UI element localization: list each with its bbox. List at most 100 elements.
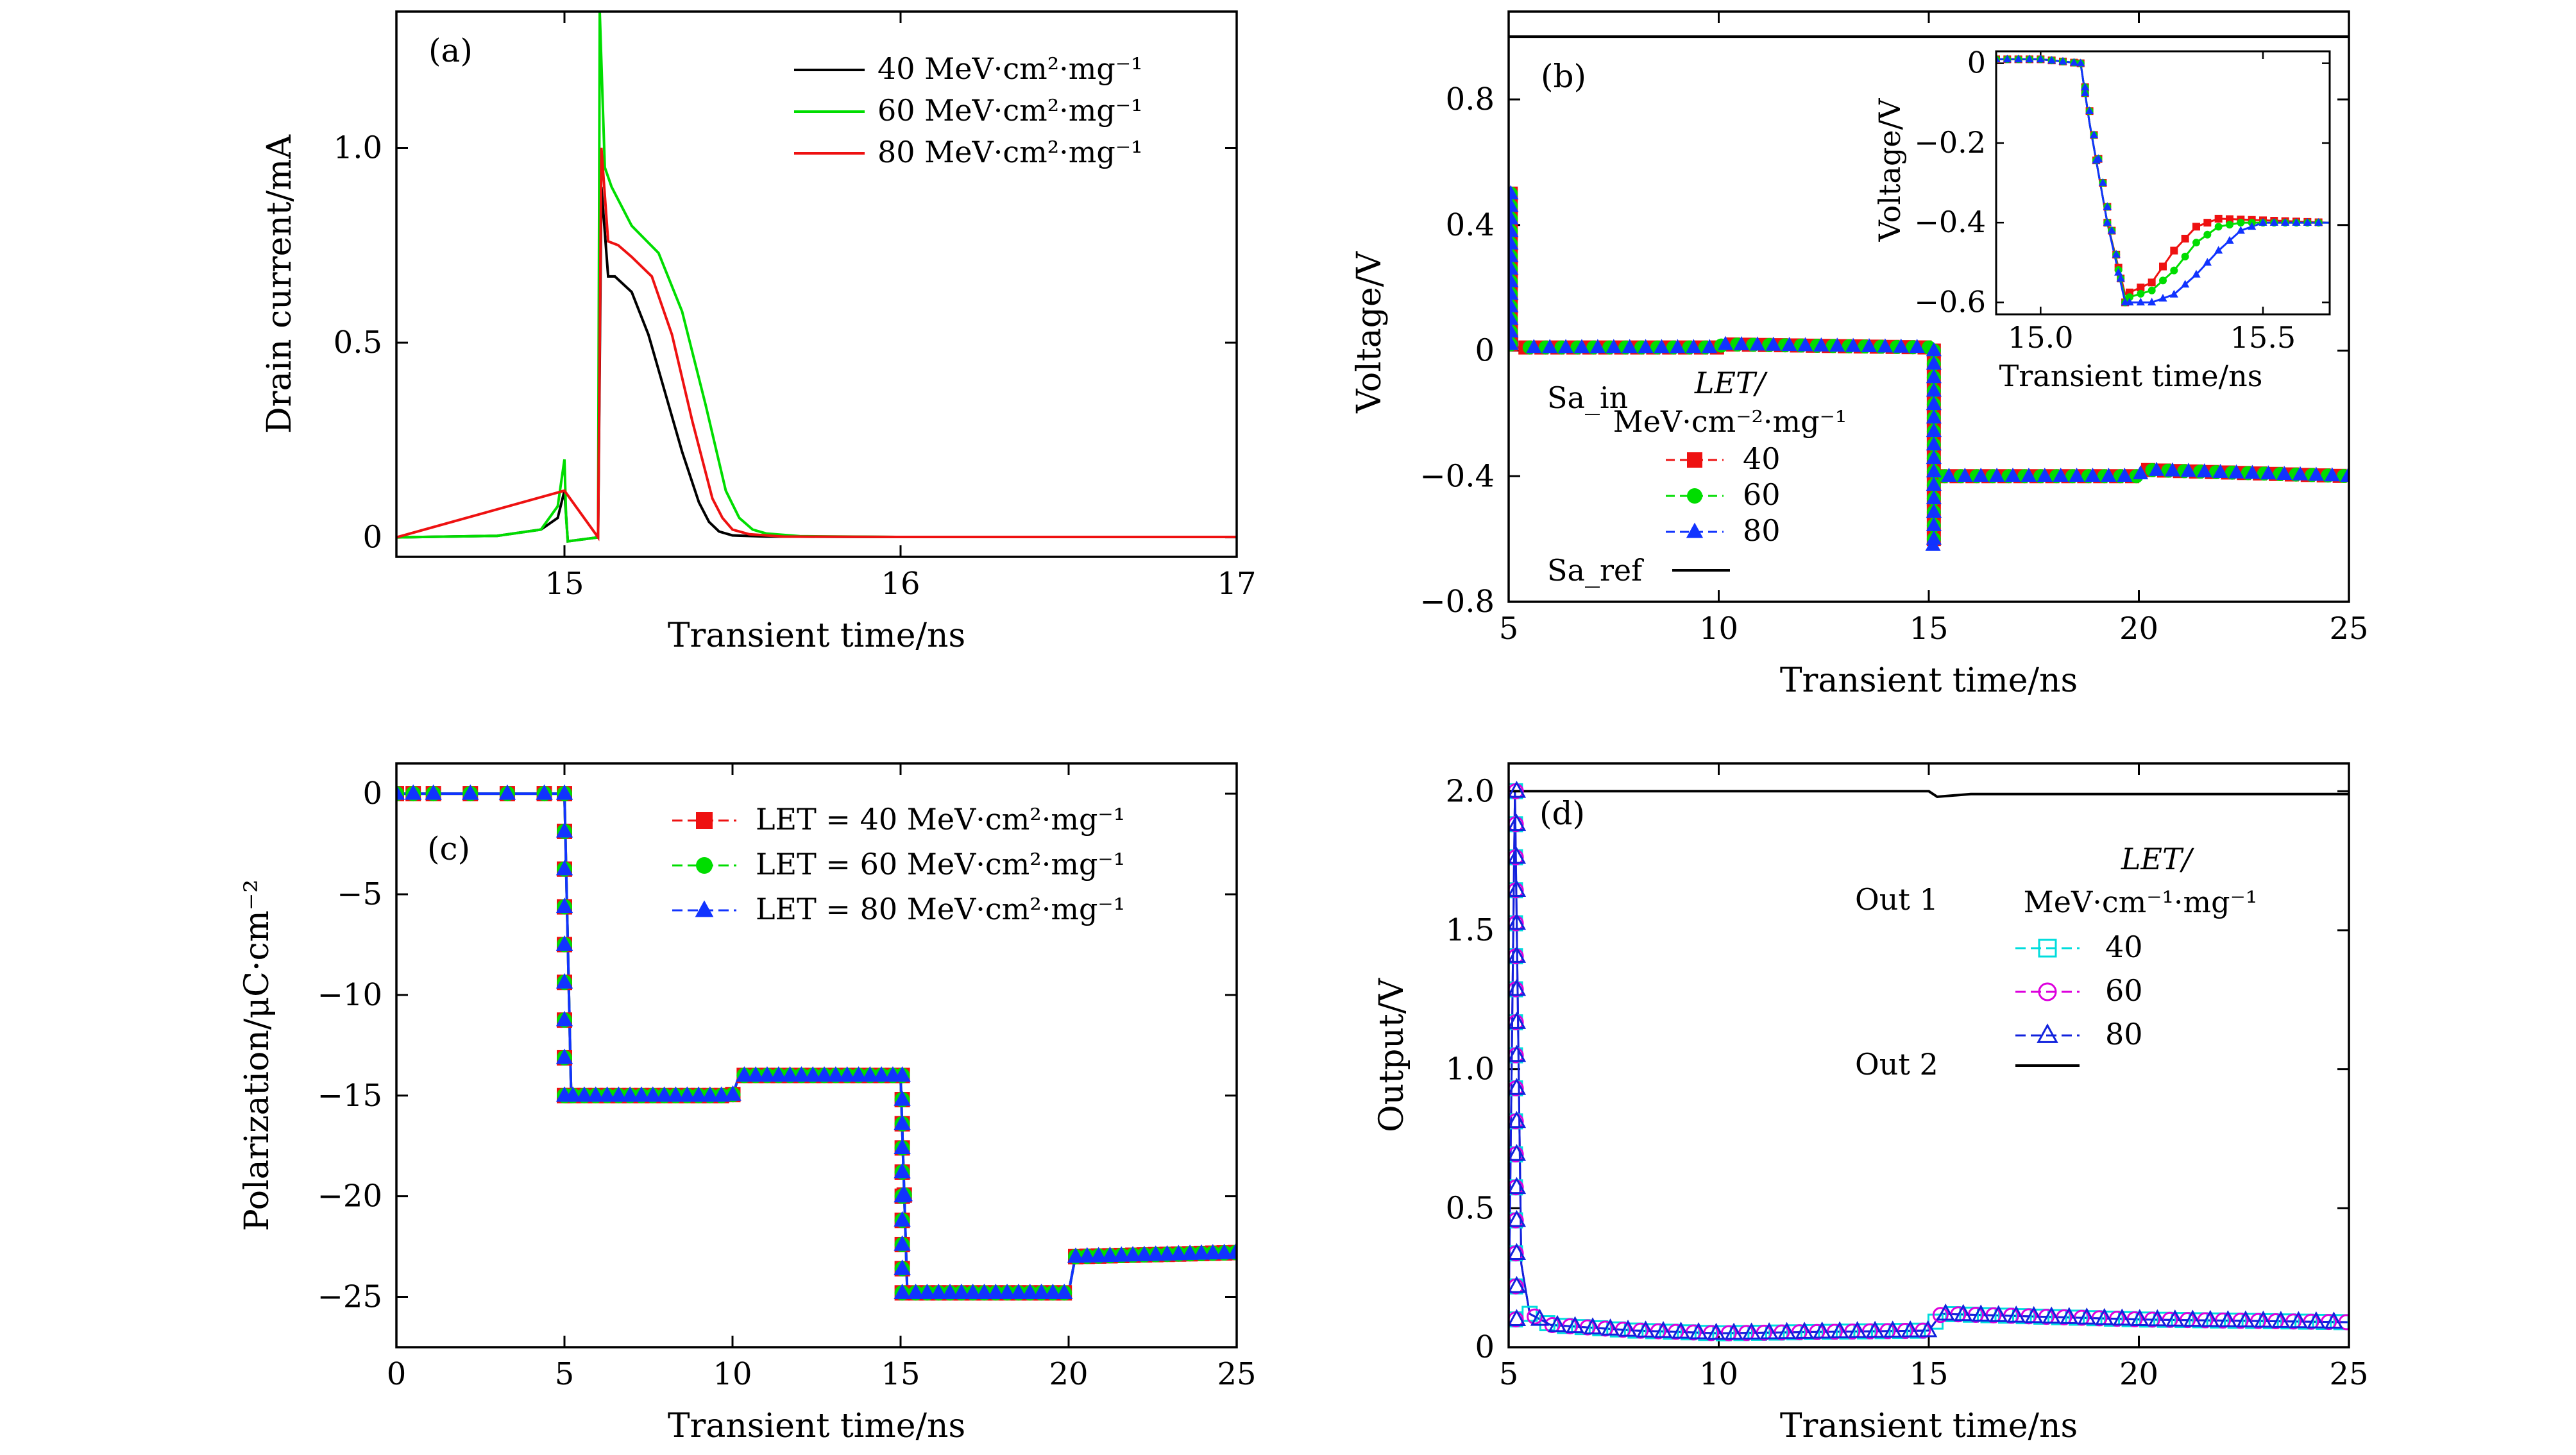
inset-data-marker [2258, 217, 2267, 226]
data-marker [1861, 337, 1877, 352]
inset-data-marker [2181, 252, 2189, 260]
data-marker [1829, 337, 1845, 352]
data-marker [2060, 1307, 2079, 1324]
data-marker [2139, 1311, 2156, 1328]
data-marker [2024, 1306, 2044, 1323]
data-marker [1509, 223, 1519, 237]
inset-data-marker [1996, 55, 2001, 63]
data-marker [838, 1066, 856, 1082]
data-marker [2021, 468, 2037, 482]
data-marker [1980, 1307, 1997, 1323]
data-marker [1926, 355, 1942, 370]
series-group [1509, 790, 2349, 1334]
data-marker [2077, 1307, 2096, 1325]
data-marker [2271, 1311, 2291, 1328]
data-marker [976, 1283, 993, 1299]
y-tick-label: 1.5 [1446, 912, 1495, 948]
panel-d: 5 10 15 20 25 0 0.5 1.0 1.5 2.0 Transient time/ns O… [1373, 762, 2369, 1445]
x-tick-label: 0 [387, 1356, 407, 1392]
x-tick-label: 16 [881, 566, 920, 602]
inset-data-marker [2003, 55, 2012, 63]
data-marker [758, 1066, 776, 1082]
data-marker [2112, 1308, 2131, 1326]
inset-data-marker [2248, 222, 2257, 230]
inset-data-marker [2192, 269, 2201, 278]
x-tick-label: 15 [1909, 1356, 1948, 1392]
data-marker [894, 1090, 911, 1106]
data-marker [713, 1086, 730, 1102]
inset-data-marker [2121, 298, 2130, 306]
data-marker [679, 1086, 696, 1102]
inset-data-marker [2214, 246, 2223, 254]
inset-data-marker [2136, 298, 2145, 306]
data-marker [2157, 1311, 2173, 1328]
inset-markers [1996, 55, 2323, 307]
inset-x-axis-label: Transient time/ns [1999, 359, 2263, 393]
data-marker [690, 1086, 708, 1102]
x-tick-label: 25 [1217, 1356, 1256, 1392]
data-marker [1936, 1303, 1955, 1321]
data-marker [2165, 1309, 2185, 1327]
data-marker [1170, 1245, 1187, 1261]
data-marker [1759, 1322, 1779, 1340]
data-marker [1701, 339, 1718, 353]
x-tick-label: 10 [1699, 611, 1738, 647]
data-marker [1750, 1325, 1767, 1341]
data-marker [1963, 1306, 1979, 1323]
y-axis-label: Output/V [1373, 978, 1411, 1132]
data-marker [1909, 339, 1925, 353]
data-marker [894, 1066, 911, 1082]
y-tick-label: 0.5 [1446, 1190, 1495, 1226]
legend-group-label: Sa_ref [1547, 553, 1644, 588]
inset-data-marker [2107, 226, 2116, 234]
x-tick-label: 20 [2119, 1356, 2158, 1392]
data-marker [804, 1066, 822, 1082]
data-marker [2260, 465, 2276, 480]
inset-data-marker [2148, 286, 2156, 294]
legend-label: 60 MeV·cm²·mg⁻¹ [877, 93, 1143, 128]
data-marker [1509, 1012, 1527, 1029]
data-marker [2121, 1311, 2138, 1327]
y-tick-label: −10 [318, 977, 382, 1013]
data-marker [1509, 1144, 1527, 1161]
inset-data-marker [2116, 273, 2125, 282]
data-marker [1893, 338, 1909, 353]
data-marker [1509, 285, 1519, 300]
data-marker [953, 1283, 970, 1299]
data-marker [1971, 1304, 1990, 1322]
data-marker [930, 1283, 947, 1299]
data-marker [1101, 1247, 1119, 1263]
data-marker [1741, 1322, 1761, 1340]
legend-label: 40 MeV·cm²·mg⁻¹ [877, 51, 1143, 86]
data-marker [1926, 490, 1942, 505]
plot-frame [1507, 10, 2350, 603]
inset-data-marker [2181, 280, 2190, 288]
markers-c [396, 784, 1237, 1301]
inset-data-marker [2047, 55, 2056, 64]
data-marker [2192, 1312, 2208, 1329]
data-marker [1786, 1324, 1802, 1341]
y-tick-label: −20 [318, 1178, 382, 1214]
data-marker [1067, 1247, 1085, 1263]
x-tick-label: 15 [881, 1356, 920, 1392]
data-marker [1848, 1321, 1867, 1338]
data-marker [1813, 337, 1829, 352]
data-marker [587, 1086, 604, 1102]
data-marker [1883, 1320, 1902, 1338]
data-marker [2307, 1311, 2326, 1329]
data-marker [1509, 198, 1519, 212]
data-marker [575, 1086, 593, 1102]
legend-marker [695, 900, 714, 917]
data-marker [1941, 468, 1957, 482]
data-marker [1973, 468, 1989, 482]
data-marker [1618, 1319, 1638, 1337]
inset-data-marker [2081, 89, 2090, 97]
data-marker [2218, 1310, 2237, 1327]
legend-label: 80 [1743, 513, 1781, 548]
data-marker [1636, 1320, 1656, 1338]
data-marker [1989, 1305, 2008, 1322]
inset-data-marker [2076, 58, 2085, 67]
data-marker [1622, 339, 1638, 353]
data-marker [894, 1138, 911, 1154]
